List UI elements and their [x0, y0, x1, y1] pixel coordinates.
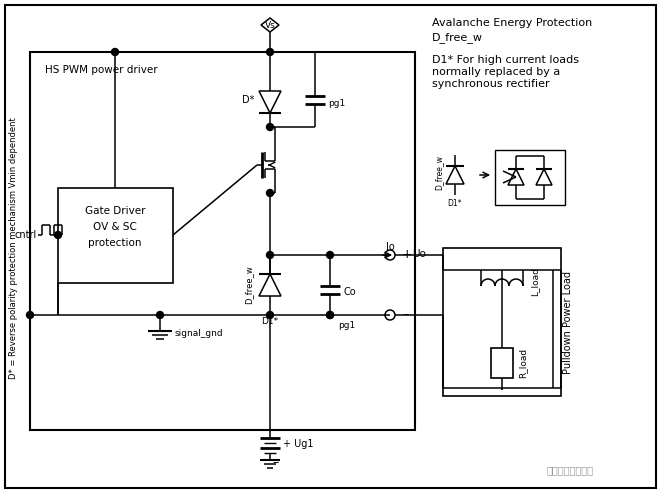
Text: cntrl: cntrl [15, 230, 37, 240]
Text: D_free_w: D_free_w [434, 155, 443, 190]
Text: signal_gnd: signal_gnd [175, 328, 223, 338]
Text: –: – [402, 309, 408, 321]
Circle shape [54, 232, 61, 239]
Text: +: + [402, 248, 412, 261]
Circle shape [266, 312, 274, 318]
Text: Io: Io [385, 242, 395, 252]
Circle shape [266, 189, 274, 197]
Circle shape [26, 312, 34, 318]
Circle shape [266, 124, 274, 131]
Circle shape [327, 251, 334, 258]
Text: D1* For high current loads: D1* For high current loads [432, 55, 579, 65]
Text: R_load: R_load [518, 348, 527, 378]
Text: D* = Reverse polarity protection mechanism Vmin dependent: D* = Reverse polarity protection mechani… [9, 117, 19, 379]
Bar [30, 52, 415, 430]
Text: Avalanche Energy Protection: Avalanche Energy Protection [432, 18, 592, 28]
Text: + Ug1: + Ug1 [283, 439, 313, 449]
Text: D*: D* [242, 95, 254, 105]
Circle shape [327, 312, 334, 318]
Text: protection: protection [89, 238, 141, 248]
Circle shape [266, 48, 274, 56]
Text: Uo: Uo [412, 249, 426, 259]
Text: –: – [272, 457, 278, 469]
Text: D1*: D1* [262, 317, 278, 326]
Text: 汽车电子硬件设计: 汽车电子硬件设计 [547, 465, 594, 475]
Text: pg1: pg1 [338, 320, 355, 329]
Text: synchronous rectifier: synchronous rectifier [432, 79, 550, 89]
Text: Co: Co [343, 287, 356, 297]
Text: HS PWM power driver: HS PWM power driver [45, 65, 157, 75]
Text: normally replaced by a: normally replaced by a [432, 67, 561, 77]
Text: D_free_w: D_free_w [244, 266, 253, 304]
Text: D_free_w: D_free_w [432, 32, 483, 43]
Bar [443, 248, 561, 396]
Text: OV & SC: OV & SC [93, 222, 137, 232]
Text: Vs: Vs [264, 21, 276, 30]
Text: D1*: D1* [447, 199, 462, 208]
Text: pg1: pg1 [328, 100, 345, 108]
Text: Pulldown Power Load: Pulldown Power Load [563, 271, 573, 374]
Circle shape [266, 251, 274, 258]
Text: L_load: L_load [530, 268, 539, 296]
Circle shape [327, 312, 334, 318]
Circle shape [157, 312, 163, 318]
Circle shape [112, 48, 118, 56]
Bar [491, 348, 513, 378]
Bar [495, 150, 565, 205]
Bar [58, 188, 173, 283]
Text: Gate Driver: Gate Driver [85, 206, 145, 216]
